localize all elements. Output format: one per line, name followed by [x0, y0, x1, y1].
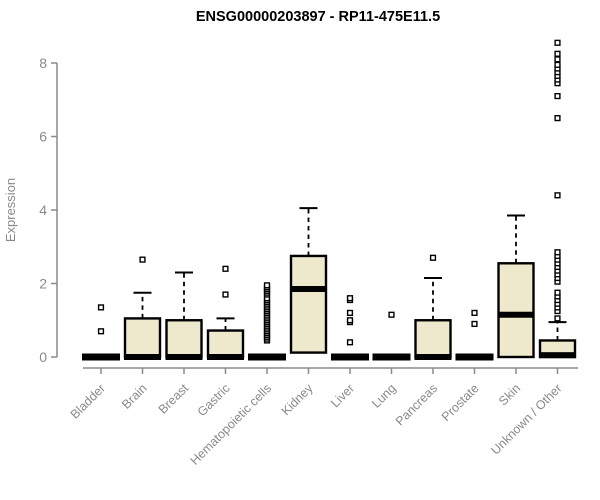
median-kidney	[290, 286, 327, 293]
outlier-point-bladder	[97, 304, 105, 311]
box-kidney	[289, 254, 328, 354]
outlier-point-gastric	[222, 291, 229, 298]
median-unknown-other	[539, 352, 576, 359]
outlier-point-unknown-other	[554, 61, 561, 68]
y-tick-label: 0	[39, 349, 47, 365]
x-tick-label-hematopoietic-cells: Hematopoietic cells	[188, 381, 275, 468]
outlier-point-liver	[346, 309, 354, 317]
box-breast	[165, 319, 203, 359]
x-tick-label-liver: Liver	[328, 381, 357, 410]
median-gastric	[207, 354, 244, 360]
x-tick-label-kidney: Kidney	[279, 381, 316, 418]
outlier-point-unknown-other	[554, 192, 561, 199]
collapsed-box-lung	[372, 353, 411, 361]
plot-area: 0 2 4 6 8 Bladder Brain Breast GastricHematopoie…	[39, 39, 578, 468]
y-axis-label: Expression	[3, 178, 18, 242]
outlier-point-bladder	[97, 328, 105, 335]
outlier-point-lung	[388, 311, 395, 318]
outlier-point-hematopoietic-cells	[263, 282, 271, 289]
median-skin	[497, 311, 535, 318]
outlier-point-pancreas	[429, 254, 437, 261]
outlier-point-unknown-other	[554, 249, 561, 256]
x-tick-label-breast: Breast	[156, 381, 192, 417]
outlier-point-prostate	[471, 320, 478, 328]
outlier-point-liver	[346, 295, 354, 302]
box-pancreas	[414, 319, 452, 359]
x-tick-label-gastric: Gastric	[195, 381, 233, 419]
outlier-point-brain	[139, 256, 146, 263]
median-brain	[124, 354, 161, 360]
y-tick-label: 6	[39, 129, 47, 145]
outlier-point-unknown-other	[554, 115, 561, 122]
outlier-point-gastric	[222, 265, 229, 272]
outlier-point-liver	[346, 317, 354, 324]
outlier-point-unknown-other	[554, 50, 561, 57]
y-tick-label: 2	[39, 276, 47, 292]
median-pancreas	[414, 354, 452, 360]
x-tick-label-unknown-other: Unknown / Other	[488, 381, 564, 457]
y-tick-label: 4	[39, 202, 47, 218]
x-tick-label-bladder: Bladder	[68, 381, 108, 421]
collapsed-box-bladder	[82, 353, 120, 361]
x-tick-label-skin: Skin	[496, 381, 523, 408]
box-brain	[123, 317, 162, 359]
collapsed-box-liver	[331, 353, 369, 361]
collapsed-box-hematopoietic-cells	[248, 353, 286, 361]
y-tick-label: 8	[39, 55, 47, 71]
x-tick-label-prostate: Prostate	[439, 381, 482, 424]
box-skin	[497, 262, 535, 359]
outlier-point-unknown-other	[554, 315, 561, 322]
x-tick-label-brain: Brain	[119, 381, 150, 412]
collapsed-box-prostate	[455, 353, 494, 361]
box-gastric	[206, 329, 245, 359]
median-breast	[165, 354, 203, 360]
chart-title: ENSG00000203897 - RP11-475E11.5	[196, 9, 440, 25]
outlier-point-unknown-other	[554, 92, 561, 100]
outlier-point-unknown-other	[554, 56, 561, 63]
x-tick-label-pancreas: Pancreas	[393, 381, 440, 428]
outlier-point-unknown-other	[554, 39, 561, 46]
outlier-point-liver	[346, 339, 354, 346]
outlier-point-unknown-other	[554, 289, 561, 296]
outlier-point-prostate	[471, 309, 478, 317]
x-tick-label-lung: Lung	[369, 381, 399, 411]
